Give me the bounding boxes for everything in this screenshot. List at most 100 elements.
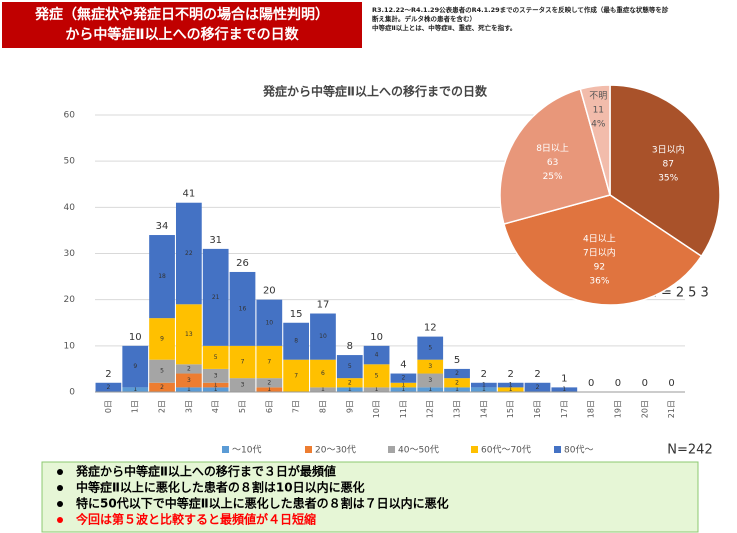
segment-label: 5 [160,368,164,375]
slice-label: 不明 [589,90,607,101]
bar-segment [202,368,229,383]
segment-label: 2 [160,384,164,391]
note: R3.12.22～R4.1.29公表患者のR4.1.29までのステータスを反映し… [372,5,669,14]
segment-label: 21 [212,294,220,301]
bar-segment [336,378,363,388]
header-box [2,2,362,48]
segment-label: 2 [187,365,191,372]
bar-segment [175,387,202,392]
x-tick-label: 0日 [104,400,113,413]
segment-label: 3 [428,363,432,370]
segment-label: 3 [214,372,218,379]
legend-swatch [222,446,229,453]
slice-percent: 25% [543,172,563,182]
bar-segment [417,359,444,374]
bar-segment [417,387,444,392]
x-tick-label: 5日 [238,400,247,413]
segment-label: 2 [106,384,110,391]
bar-segment [175,304,202,365]
slice-value: 63 [547,158,558,168]
x-tick-label: 2日 [158,400,167,413]
segment-label: 1 [509,386,513,393]
total-label: 0 [642,378,648,389]
segment-label: 3 [241,382,245,389]
total-label: 12 [424,323,437,334]
y-tick-label: 50 [64,157,76,167]
legend-label: 80代～ [564,445,593,456]
total-label: 0 [588,378,594,389]
bar-segment [390,382,417,388]
segment-label: 1 [455,386,459,393]
x-tick-label: 18日 [587,400,596,418]
total-label: 0 [615,378,621,389]
segment-label: 2 [536,384,540,391]
bar-segment [363,345,390,365]
bar-segment [175,373,202,388]
x-tick-label: 6日 [265,400,274,413]
segment-label: 2 [348,379,352,386]
x-tick-label: 15日 [506,400,515,418]
slice-label: 8日以上 [536,143,569,154]
x-tick-label: 9日 [345,400,354,413]
segment-label: 1 [509,382,513,389]
bar-segment [202,345,229,369]
bar-segment [283,322,310,360]
bar-segment [390,373,417,383]
segment-label: 1 [267,386,271,393]
bar-segment [497,387,524,392]
bar-segment [229,345,256,379]
bar-segment [256,387,283,392]
note: 中等症Ⅱ以上とは、中等症Ⅱ、重症、死亡を指す。 [372,23,516,32]
bar-segment [310,359,336,388]
bar-segment [202,382,229,388]
segment-label: 10 [319,333,327,340]
total-label: 26 [236,258,249,269]
header-title: 発症（無症状や発症日不明の場合は陽性判明） [34,6,329,23]
slice-value: 92 [594,263,605,273]
bullet-dot [57,517,63,523]
segment-label: 2 [455,370,459,377]
segment-label: 2 [401,375,405,382]
bullet-dot [57,469,63,475]
x-tick-label: 21日 [667,400,676,418]
bullet-text: 中等症Ⅱ以上に悪化した患者の８割は10日以内に悪化 [76,480,365,495]
total-label: 8 [347,341,353,352]
y-tick-label: 10 [64,341,76,351]
x-tick-label: 11日 [399,400,408,418]
annotation: N=242 [667,443,712,458]
segment-label: 5 [375,372,379,379]
bullet-text: 今回は第５波と比較すると最頻値が４日短縮 [75,512,316,527]
segment-label: 1 [133,386,137,393]
x-tick-label: 14日 [479,400,488,418]
total-label: 20 [263,286,276,297]
segment-label: 5 [214,354,218,361]
bar-segment [417,373,444,388]
bar-segment [149,235,175,319]
slice-value: 87 [662,159,673,169]
segment-label: 1 [214,382,218,389]
bar-segment [175,364,202,374]
slice-percent: 36% [589,277,609,287]
segment-label: 1 [321,386,325,393]
bar-segment [149,359,175,383]
pie-slice [502,194,703,306]
x-tick-label: 1日 [131,400,140,413]
total-label: 34 [156,221,169,232]
segment-label: 1 [214,386,218,393]
bar-segment [444,368,470,379]
segment-label: 10 [265,319,273,326]
bullet-box [41,461,699,533]
legend-swatch [471,446,478,453]
bar-segment [229,378,256,392]
y-tick-label: 40 [64,203,76,213]
total-label: 4 [400,360,406,371]
bar-segment [470,387,497,392]
bar-segment [256,299,283,346]
slice-value: 11 [593,105,604,115]
bar-segment [310,313,336,360]
total-label: 10 [129,332,142,343]
bar-segment [336,355,363,379]
segment-label: 1 [482,382,486,389]
bar-segment [444,387,470,392]
